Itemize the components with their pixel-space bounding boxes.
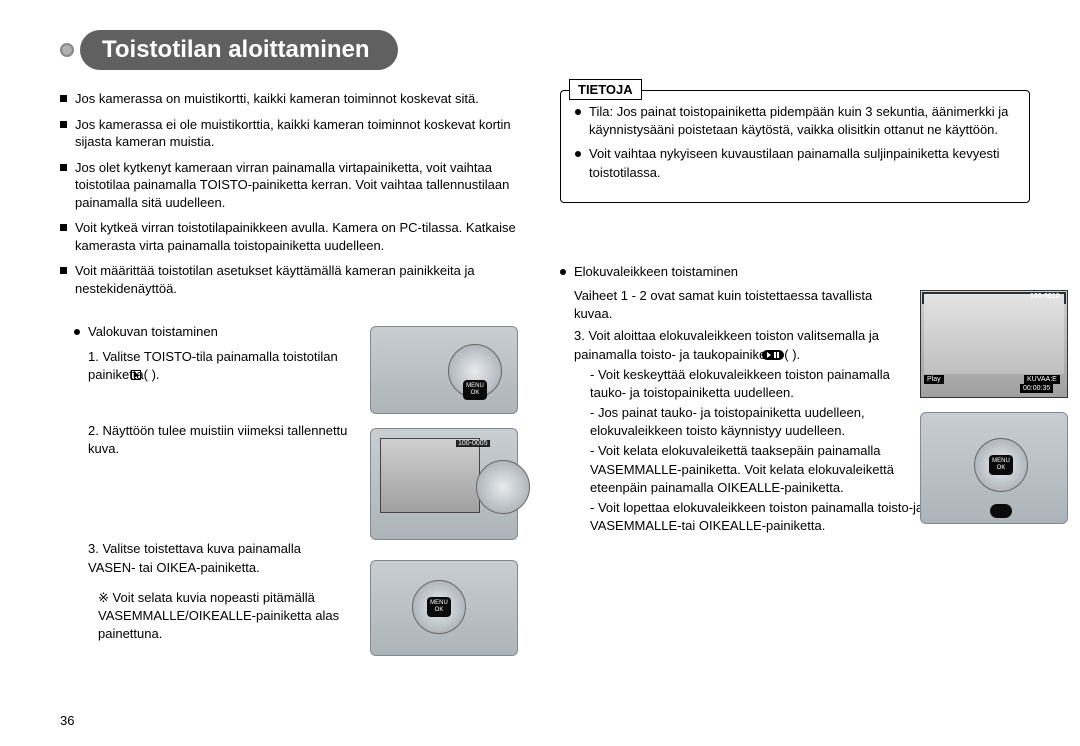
info-item: Tila: Jos painat toistopainiketta pidemp…	[575, 103, 1015, 139]
lcd-image-area	[924, 294, 1064, 374]
bullet-text: Voit kytkeä virran toistotilapainikkeen …	[75, 219, 540, 254]
dash-item: - Voit kelata elokuvaleikettä taaksepäin…	[590, 442, 910, 497]
lcd-file-code: 100-0005	[456, 440, 490, 447]
bullet-text: Jos olet kytkenyt kameraan virran painam…	[75, 159, 540, 212]
bullet-item: Jos kamerassa ei ole muistikorttia, kaik…	[60, 116, 540, 151]
bullet-text: Jos kamerassa ei ole muistikorttia, kaik…	[75, 116, 540, 151]
info-text: Tila: Jos painat toistopainiketta pidemp…	[589, 103, 1015, 139]
bullet-item: Jos olet kytkenyt kameraan virran painam…	[60, 159, 540, 212]
bullet-item: Voit määrittää toistotilan asetukset käy…	[60, 262, 540, 297]
lcd-capture-label: KUVAA:E	[1024, 375, 1060, 384]
dash-item: - Jos painat tauko- ja toistopainiketta …	[590, 404, 910, 440]
bullet-text: Jos kamerassa on muistikortti, kaikki ka…	[75, 90, 479, 108]
step-text: 3. Voit aloittaa elokuvaleikkeen toiston…	[574, 328, 879, 361]
play-pause-button-icon	[990, 504, 1012, 518]
info-box-label: TIETOJA	[569, 79, 642, 100]
title-bar: Toistotilan aloittaminen	[60, 30, 1030, 70]
sub-heading-row: Elokuvaleikkeen toistaminen	[560, 263, 1030, 281]
sub-heading: Valokuvan toistaminen	[88, 323, 218, 341]
menu-ok-button-icon: MENU OK	[463, 380, 487, 400]
page-title: Toistotilan aloittaminen	[80, 30, 398, 70]
step-3-note: ※ Voit selata kuvia nopeasti pitämällä V…	[98, 589, 348, 644]
step-1: 1. Valitse TOISTO-tila painamalla toisto…	[88, 348, 348, 384]
right-step-3: 3. Voit aloittaa elokuvaleikkeen toiston…	[574, 327, 914, 363]
lcd-time: 00:00:35	[1020, 384, 1053, 393]
step-2: 2. Näyttöön tulee muistiin viimeksi tall…	[88, 422, 348, 458]
square-bullet-icon	[60, 95, 67, 102]
content-columns: Jos kamerassa on muistikortti, kaikki ka…	[60, 90, 1030, 655]
dot-bullet-icon	[560, 269, 566, 275]
info-item: Voit vaihtaa nykyiseen kuvaustilaan pain…	[575, 145, 1015, 181]
lcd-screen	[380, 438, 480, 513]
bullet-item: Voit kytkeä virran toistotilapainikkeen …	[60, 219, 540, 254]
info-text: Voit vaihtaa nykyiseen kuvaustilaan pain…	[589, 145, 1015, 181]
square-bullet-icon	[60, 224, 67, 231]
square-bullet-icon	[60, 267, 67, 274]
step-text: 1. Valitse TOISTO-tila painamalla toisto…	[88, 349, 338, 382]
square-bullet-icon	[60, 164, 67, 171]
page-number: 36	[60, 713, 74, 728]
control-dial-icon	[476, 460, 530, 514]
sub-heading: Elokuvaleikkeen toistaminen	[574, 263, 738, 281]
intro-text: Vaiheet 1 - 2 ovat samat kuin toistettae…	[574, 287, 894, 323]
lcd-play-label: Play	[924, 375, 944, 384]
dot-bullet-icon	[74, 329, 80, 335]
bullet-item: Jos kamerassa on muistikortti, kaikki ka…	[60, 90, 540, 108]
play-icon	[131, 370, 141, 380]
square-bullet-icon	[60, 121, 67, 128]
dot-bullet-icon	[575, 109, 581, 115]
dot-bullet-icon	[575, 151, 581, 157]
lcd-file-code: 100-0010	[1030, 293, 1060, 300]
play-pause-icon	[762, 350, 784, 360]
dash-item: - Voit keskeyttää elokuvaleikkeen toisto…	[590, 366, 910, 402]
info-box: TIETOJA Tila: Jos painat toistopainikett…	[560, 90, 1030, 203]
bullet-text: Voit määrittää toistotilan asetukset käy…	[75, 262, 540, 297]
step-3: 3. Valitse toistettava kuva painamalla V…	[88, 540, 348, 576]
menu-ok-button-icon: MENU OK	[989, 455, 1013, 475]
title-bullet-icon	[60, 43, 74, 57]
menu-ok-button-icon: MENU OK	[427, 597, 451, 617]
